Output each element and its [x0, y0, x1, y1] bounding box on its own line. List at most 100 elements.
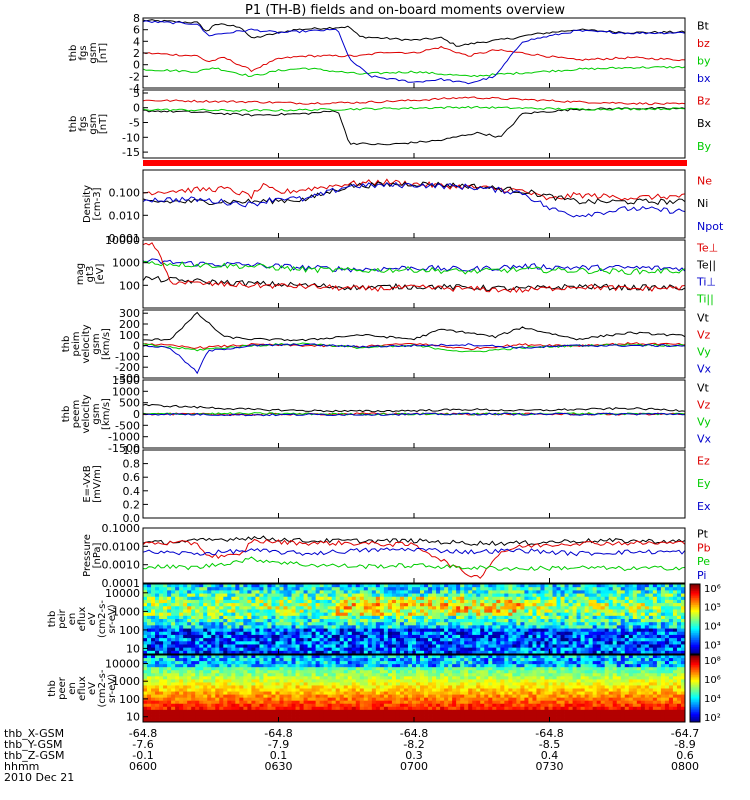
heatmap-cell — [339, 634, 345, 639]
heatmap-cell — [452, 709, 457, 714]
heatmap-cell — [420, 691, 425, 695]
heatmap-cell — [524, 609, 529, 614]
heatmap-cell — [424, 685, 429, 689]
heatmap-cell — [267, 712, 272, 717]
heatmap-cell — [203, 641, 208, 645]
heatmap-cell — [215, 703, 220, 708]
colorbar-segment — [690, 608, 700, 611]
heatmap-cell — [343, 590, 349, 594]
heatmap-cell — [428, 596, 433, 601]
heatmap-cell — [267, 718, 272, 723]
heatmap-cell — [323, 647, 329, 652]
heatmap-cell — [315, 631, 321, 636]
heatmap-cell — [532, 603, 537, 607]
heatmap-cell — [460, 593, 465, 598]
heatmap-cell — [267, 615, 272, 620]
heatmap-cell — [175, 590, 180, 594]
heatmap-cell — [460, 584, 465, 588]
heatmap-cell — [207, 628, 212, 633]
heatmap-cell — [187, 593, 192, 598]
heatmap-cell — [444, 644, 449, 649]
heatmap-cell — [420, 679, 425, 683]
heatmap-cell — [299, 712, 304, 717]
heatmap-cell — [275, 631, 280, 636]
heatmap-cell — [227, 634, 232, 639]
heatmap-cell — [528, 593, 533, 598]
heatmap-cell — [267, 685, 272, 689]
heatmap-cell — [548, 619, 553, 623]
heatmap-cell — [295, 661, 300, 665]
heatmap-cell — [283, 709, 288, 714]
heatmap-cell — [520, 593, 525, 598]
heatmap-cell — [299, 584, 304, 588]
heatmap-cell — [612, 650, 618, 655]
heatmap-cell — [363, 688, 369, 692]
heatmap-cell — [311, 700, 317, 705]
heatmap-cell — [464, 641, 469, 645]
heatmap-cell — [291, 670, 296, 674]
heatmap-cell — [275, 697, 280, 702]
heatmap-cell — [315, 700, 321, 705]
heatmap-cell — [251, 703, 256, 708]
heatmap-cell — [383, 682, 389, 686]
heatmap-cell — [592, 590, 598, 594]
heatmap-cell — [239, 612, 244, 617]
heatmap-cell — [239, 587, 244, 591]
heatmap-cell — [464, 596, 469, 601]
heatmap-cell — [323, 631, 329, 636]
heatmap-cell — [339, 658, 345, 662]
heatmap-cell — [355, 706, 361, 711]
heatmap-cell — [347, 596, 353, 601]
heatmap-cell — [315, 676, 321, 680]
heatmap-cell — [440, 682, 445, 686]
heatmap-cell — [231, 606, 236, 610]
heatmap-cell — [183, 718, 188, 723]
heatmap-cell — [464, 599, 469, 604]
heatmap-cell — [395, 679, 401, 683]
heatmap-cell — [367, 688, 373, 692]
heatmap-cell — [255, 631, 260, 636]
heatmap-cell — [219, 596, 224, 601]
heatmap-cell — [444, 599, 449, 604]
heatmap-cell — [528, 625, 533, 629]
heatmap-cell — [440, 593, 445, 598]
heatmap-cell — [143, 641, 148, 645]
heatmap-cell — [576, 612, 582, 617]
heatmap-cell — [351, 670, 357, 674]
heatmap-cell — [391, 700, 397, 705]
heatmap-cell — [155, 641, 160, 645]
heatmap-cell — [251, 694, 256, 699]
heatmap-cell — [668, 638, 674, 642]
heatmap-cell — [243, 664, 248, 668]
heatmap-cell — [580, 603, 586, 607]
heatmap-cell — [592, 609, 598, 614]
heatmap-cell — [307, 587, 313, 591]
heatmap-cell — [456, 612, 461, 617]
heatmap-cell — [560, 599, 565, 604]
heatmap-cell — [211, 655, 216, 659]
heatmap-cell — [512, 634, 517, 639]
heatmap-cell — [407, 634, 413, 639]
heatmap-cell — [395, 641, 401, 645]
heatmap-cell — [432, 612, 437, 617]
heatmap-cell — [279, 670, 284, 674]
heatmap-cell — [347, 625, 353, 629]
heatmap-cell — [420, 647, 425, 652]
heatmap-cell — [504, 644, 509, 649]
heatmap-cell — [159, 697, 164, 702]
heatmap-cell — [143, 619, 148, 623]
heatmap-cell — [307, 688, 313, 692]
heatmap-cell — [143, 647, 148, 652]
heatmap-cell — [576, 590, 582, 594]
heatmap-cell — [191, 685, 196, 689]
heatmap-cell — [291, 688, 296, 692]
ylabel-line: en — [67, 613, 78, 626]
y-tick-label: 0.4 — [123, 485, 141, 498]
heatmap-cell — [448, 625, 453, 629]
heatmap-cell — [319, 709, 325, 714]
heatmap-cell — [624, 625, 630, 629]
heatmap-cell — [207, 596, 212, 601]
heatmap-cell — [147, 625, 152, 629]
heatmap-cell — [143, 615, 148, 620]
heatmap-cell — [335, 715, 341, 720]
